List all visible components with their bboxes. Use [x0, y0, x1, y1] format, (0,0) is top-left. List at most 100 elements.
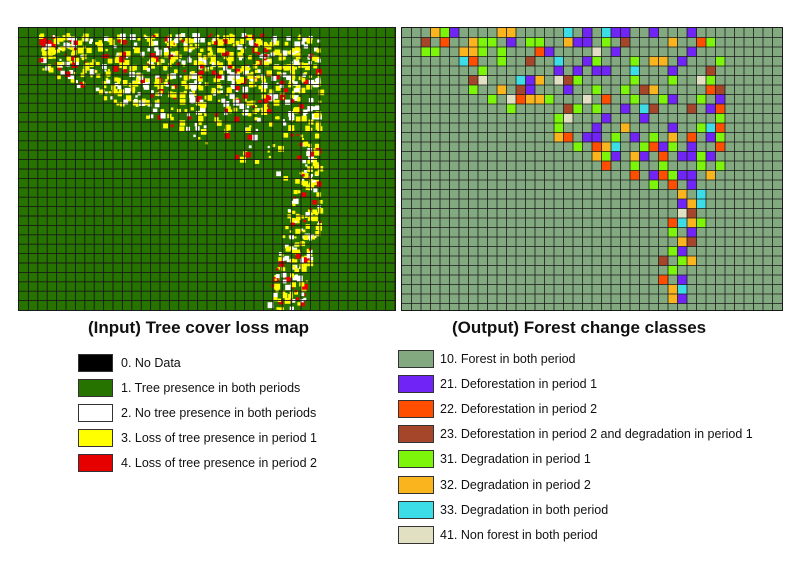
output-map-canvas	[402, 28, 782, 310]
change-cell	[677, 284, 687, 294]
legend-item-forest-both: 10. Forest in both period	[398, 346, 753, 371]
change-cell	[497, 56, 507, 66]
map-pixel	[308, 182, 315, 188]
map-pixel	[60, 70, 65, 75]
change-cell	[592, 151, 602, 161]
map-pixel	[277, 65, 282, 70]
map-pixel	[77, 47, 84, 54]
map-pixel	[282, 235, 286, 239]
change-cell	[706, 123, 716, 133]
change-cell	[658, 275, 668, 285]
input-map-grid	[19, 28, 395, 310]
map-pixel	[198, 122, 202, 126]
map-pixel	[275, 288, 278, 291]
map-pixel	[189, 91, 195, 97]
change-cell	[687, 170, 697, 180]
map-pixel	[295, 46, 300, 51]
map-pixel	[115, 54, 121, 61]
map-pixel	[132, 46, 135, 49]
change-cell	[687, 132, 697, 142]
map-pixel	[199, 57, 203, 62]
map-pixel	[193, 37, 200, 43]
change-cell	[668, 123, 678, 133]
map-pixel	[145, 78, 149, 83]
map-pixel	[58, 37, 64, 42]
map-pixel	[227, 75, 234, 81]
map-pixel	[84, 33, 89, 39]
map-pixel	[273, 64, 278, 70]
map-pixel	[292, 95, 299, 101]
map-pixel	[159, 90, 163, 95]
map-pixel	[290, 72, 296, 77]
map-pixel	[106, 79, 111, 84]
change-cell	[677, 275, 687, 285]
change-cell	[592, 47, 602, 57]
map-pixel	[165, 79, 168, 82]
map-pixel	[190, 107, 194, 111]
map-pixel	[314, 143, 320, 148]
map-pixel	[235, 85, 240, 91]
output-map-cells	[421, 28, 725, 304]
map-pixel	[160, 113, 166, 119]
map-pixel	[317, 72, 321, 76]
map-pixel	[299, 87, 306, 94]
map-pixel	[164, 41, 168, 44]
change-cell	[620, 85, 630, 95]
map-pixel	[260, 74, 265, 78]
map-pixel	[289, 74, 295, 81]
change-cell	[630, 161, 640, 171]
map-pixel	[290, 281, 296, 288]
map-pixel	[315, 171, 320, 176]
legend-item-degradation-p2: 32. Degradation in period 2	[398, 472, 753, 497]
map-pixel	[222, 39, 228, 45]
map-pixel	[282, 259, 285, 262]
map-pixel	[257, 69, 261, 73]
map-pixel	[62, 46, 67, 51]
map-pixel	[248, 112, 252, 117]
change-cell	[421, 37, 431, 47]
map-pixel	[103, 36, 109, 42]
map-pixel	[168, 40, 174, 47]
map-pixel	[233, 99, 240, 106]
map-pixel	[70, 79, 75, 83]
map-pixel	[241, 112, 244, 115]
map-pixel	[299, 266, 302, 270]
map-pixel	[211, 91, 215, 95]
map-pixel	[248, 145, 252, 149]
map-pixel	[256, 74, 261, 79]
map-pixel	[264, 58, 268, 62]
map-pixel	[181, 80, 187, 86]
change-cell	[639, 113, 649, 123]
map-pixel	[306, 84, 312, 90]
map-pixel	[228, 64, 233, 69]
change-cell	[468, 37, 478, 47]
change-cell	[677, 199, 687, 209]
map-pixel	[65, 33, 71, 38]
change-cell	[639, 104, 649, 114]
map-pixel	[65, 61, 70, 67]
map-pixel	[235, 79, 238, 82]
change-cell	[668, 94, 678, 104]
map-pixel	[299, 263, 304, 268]
map-pixel	[276, 171, 281, 177]
map-pixel	[300, 215, 305, 219]
map-pixel	[234, 40, 240, 46]
change-cell	[573, 66, 583, 76]
map-pixel	[261, 82, 268, 89]
map-pixel	[247, 134, 253, 140]
map-pixel	[197, 115, 204, 122]
map-pixel	[110, 96, 114, 100]
change-cell	[582, 37, 592, 47]
change-cell	[696, 37, 706, 47]
map-pixel	[183, 69, 186, 73]
map-pixel	[189, 46, 192, 49]
map-pixel	[108, 91, 112, 95]
map-pixel	[278, 299, 284, 305]
change-cell	[649, 56, 659, 66]
map-pixel	[247, 67, 251, 71]
map-pixel	[299, 281, 305, 287]
change-cell	[687, 199, 697, 209]
map-pixel	[119, 57, 125, 63]
map-pixel	[103, 96, 108, 101]
change-cell	[687, 218, 697, 228]
